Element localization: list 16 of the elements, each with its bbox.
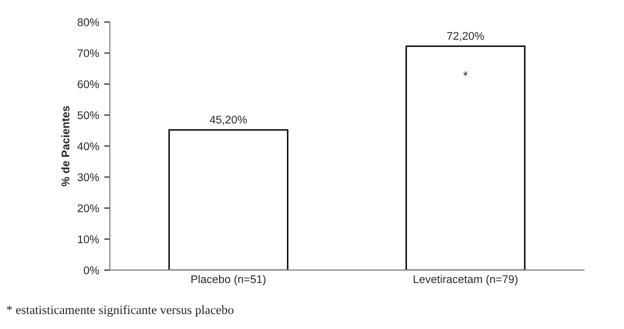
annotation: * (463, 71, 468, 76)
y-tick-label: 60% (78, 80, 100, 88)
y-tick-label: 50% (78, 111, 100, 120)
y-tick-label: 40% (77, 142, 100, 150)
y-tick-label: 30% (78, 173, 100, 182)
x-tick-label: Levetiracetam (n=79) (414, 274, 518, 286)
y-tick-label: 20% (78, 204, 100, 212)
text: * estatisticamente significante versus placebo (6, 305, 234, 317)
y-tick-label: 10% (78, 235, 100, 244)
x-tick-label: Placebo (n=51) (191, 274, 266, 286)
y-tick-label: 70% (78, 49, 100, 58)
y-tick-label: 80% (78, 18, 100, 26)
y-tick-label: 0% (84, 266, 100, 274)
y-axis-title: % de Pacientes (61, 106, 70, 186)
data-label: 72,20% (447, 32, 484, 42)
data-label: 45,20% (210, 116, 247, 125)
